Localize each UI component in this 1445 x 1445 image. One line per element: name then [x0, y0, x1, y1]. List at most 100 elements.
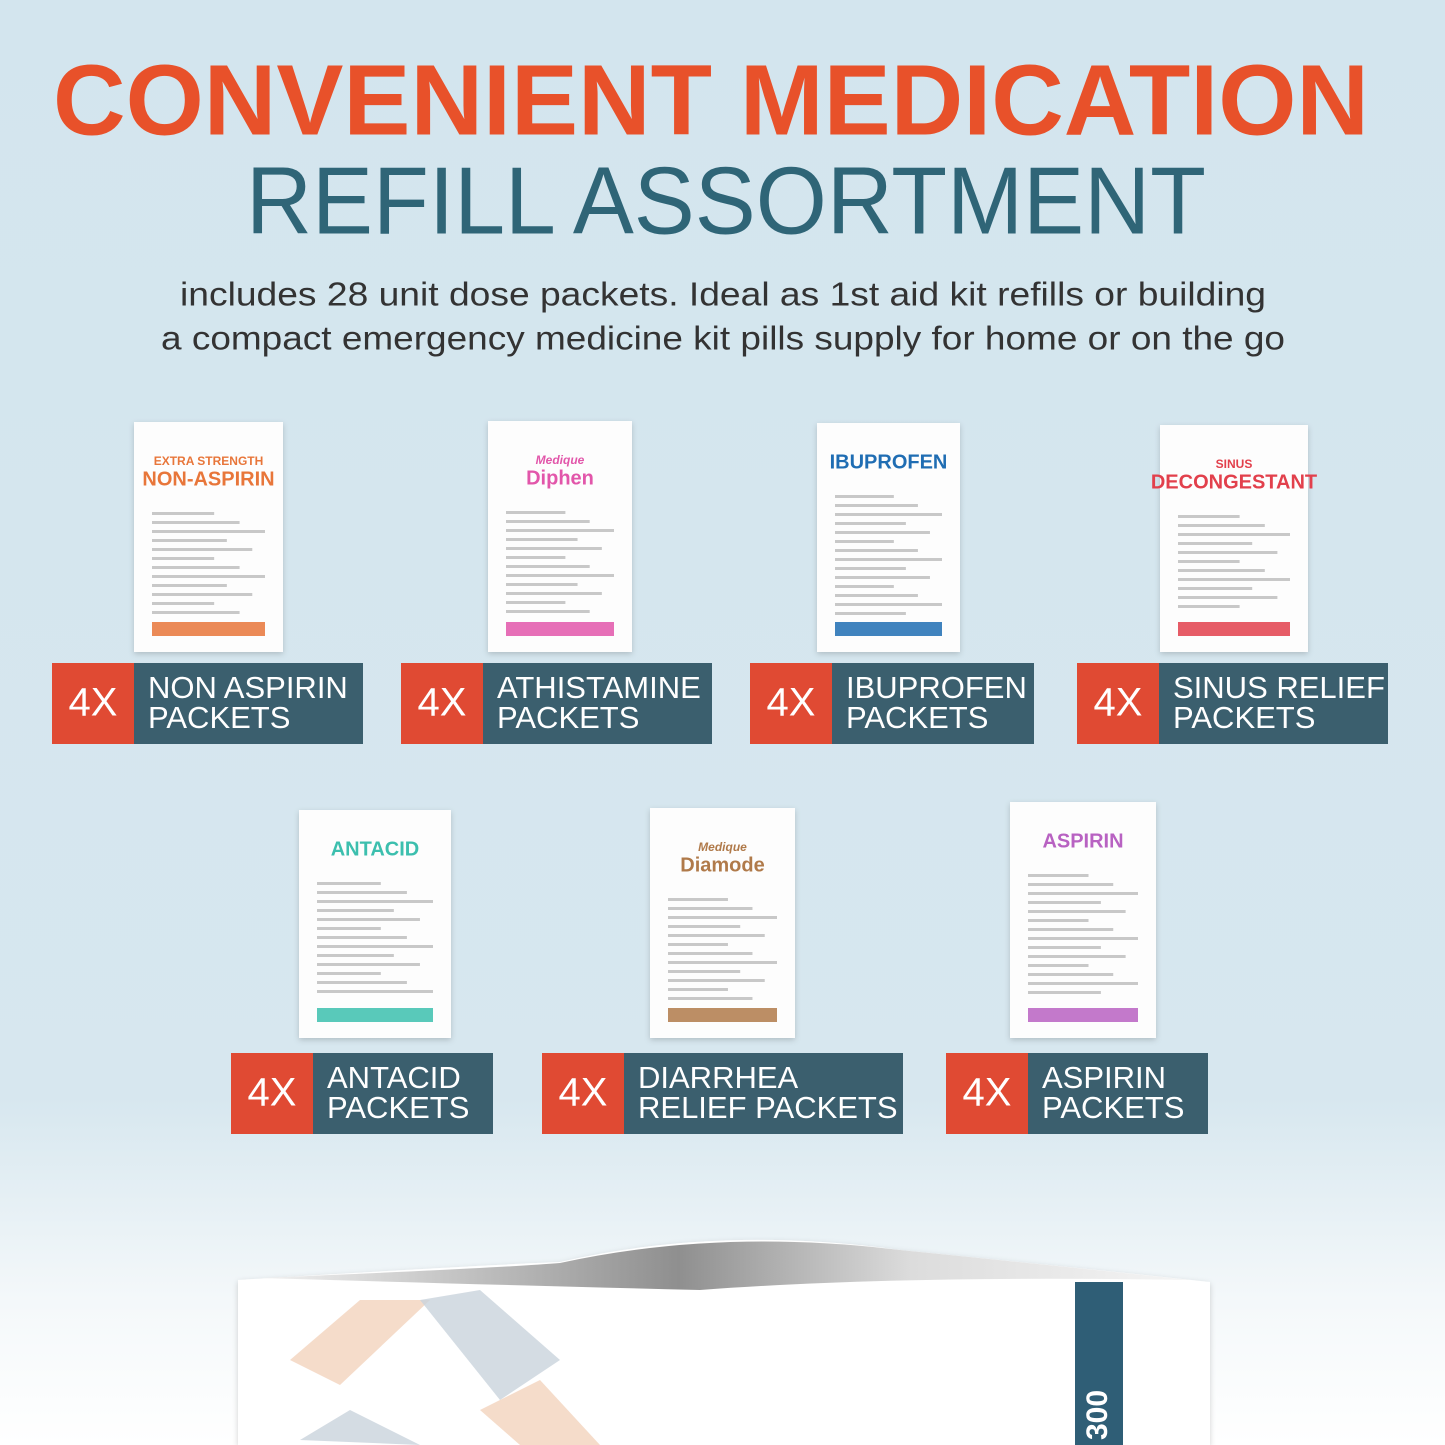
packet-footer: [506, 622, 614, 636]
fine-print: [506, 592, 602, 595]
fine-print: [152, 530, 265, 533]
badge-label: PACKETS: [497, 700, 639, 735]
fine-print: [1028, 883, 1114, 886]
fine-print: [1028, 973, 1114, 976]
badge-label: ATHISTAMINE: [497, 670, 701, 705]
fine-print: [1028, 910, 1126, 913]
badge-label-box: [134, 663, 363, 744]
fine-print: [506, 520, 590, 523]
packet-heading: Medique: [698, 840, 747, 854]
packet: [488, 421, 632, 652]
fine-print: [1028, 892, 1138, 895]
fine-print: [317, 963, 420, 966]
fine-print: [1028, 982, 1138, 985]
fine-print: [668, 988, 728, 991]
packet: [1160, 425, 1308, 652]
packet-heading: Diphen: [526, 467, 594, 489]
fine-print: [1028, 937, 1138, 940]
badge-quantity-box: [750, 663, 832, 744]
fine-print: [317, 972, 381, 975]
fine-print: [152, 566, 240, 569]
fine-print: [668, 979, 765, 982]
badge-label-box: [483, 663, 712, 744]
fine-print: [835, 567, 906, 570]
badge-label-box: [1028, 1053, 1208, 1134]
packet-footer: [835, 622, 942, 636]
fine-print: [835, 576, 930, 579]
fine-print: [317, 936, 407, 939]
fine-print: [835, 513, 942, 516]
packet-heading: IBUPROFEN: [830, 451, 948, 473]
fine-print: [668, 907, 753, 910]
packet-heading: SINUS: [1216, 457, 1253, 471]
fine-print: [152, 593, 253, 596]
fine-print: [668, 952, 753, 955]
badge-label: ANTACID: [327, 1060, 461, 1095]
fine-print: [1028, 946, 1101, 949]
fine-print: [835, 540, 894, 543]
packet-heading: Diamode: [680, 854, 764, 876]
fine-print: [317, 990, 433, 993]
fine-print: [835, 603, 942, 606]
fine-print: [668, 934, 765, 937]
fine-print: [1178, 596, 1278, 599]
fine-print: [1178, 551, 1278, 554]
badge-label: ASPIRIN: [1042, 1060, 1166, 1095]
badge-label-box: [1159, 663, 1388, 744]
fine-print: [506, 511, 566, 514]
badge-label: RELIEF PACKETS: [638, 1090, 898, 1125]
fine-print: [668, 970, 741, 973]
packet-footer: [152, 622, 265, 636]
badge-quantity: 4X: [767, 681, 816, 725]
badge-label: PACKETS: [1173, 700, 1315, 735]
fine-print: [835, 504, 918, 507]
badge-quantity: 4X: [963, 1071, 1012, 1115]
badge-quantity-box: [542, 1053, 624, 1134]
fine-print: [317, 891, 407, 894]
fine-print: [1178, 587, 1253, 590]
fine-print: [317, 927, 381, 930]
subtitle: REFILL ASSORTMENT: [246, 147, 1206, 254]
fine-print: [152, 602, 215, 605]
fine-print: [668, 916, 777, 919]
packet-heading: NON-ASPIRIN: [142, 468, 274, 490]
fine-print: [1028, 928, 1114, 931]
packet: [299, 810, 451, 1038]
fine-print: [835, 531, 930, 534]
fine-print: [152, 521, 240, 524]
fine-print: [317, 981, 407, 984]
fine-print: [1178, 515, 1240, 518]
fine-print: [835, 585, 894, 588]
badge-label-box: [313, 1053, 493, 1134]
fine-print: [317, 954, 394, 957]
description: includes 28 unit dose packets. Ideal as …: [180, 276, 1266, 313]
fine-print: [1178, 578, 1290, 581]
badge-label: PACKETS: [327, 1090, 469, 1125]
fine-print: [317, 909, 394, 912]
badge-label: PACKETS: [148, 700, 290, 735]
fine-print: [152, 539, 227, 542]
fine-print: [835, 522, 906, 525]
fine-print: [506, 556, 566, 559]
packet-footer: [1028, 1008, 1138, 1022]
badge-label: SINUS RELIEF: [1173, 670, 1385, 705]
badge-quantity: 4X: [559, 1071, 608, 1115]
badge-quantity-box: [52, 663, 134, 744]
fine-print: [835, 594, 918, 597]
fine-print: [668, 898, 728, 901]
badge-quantity-box: [401, 663, 483, 744]
badge-quantity: 4X: [1094, 681, 1143, 725]
fine-print: [1028, 964, 1089, 967]
fine-print: [506, 565, 590, 568]
fine-print: [835, 549, 918, 552]
fine-print: [317, 945, 433, 948]
bag: 300: [238, 1239, 1210, 1445]
badge-label-box: [624, 1053, 903, 1134]
fine-print: [317, 900, 433, 903]
